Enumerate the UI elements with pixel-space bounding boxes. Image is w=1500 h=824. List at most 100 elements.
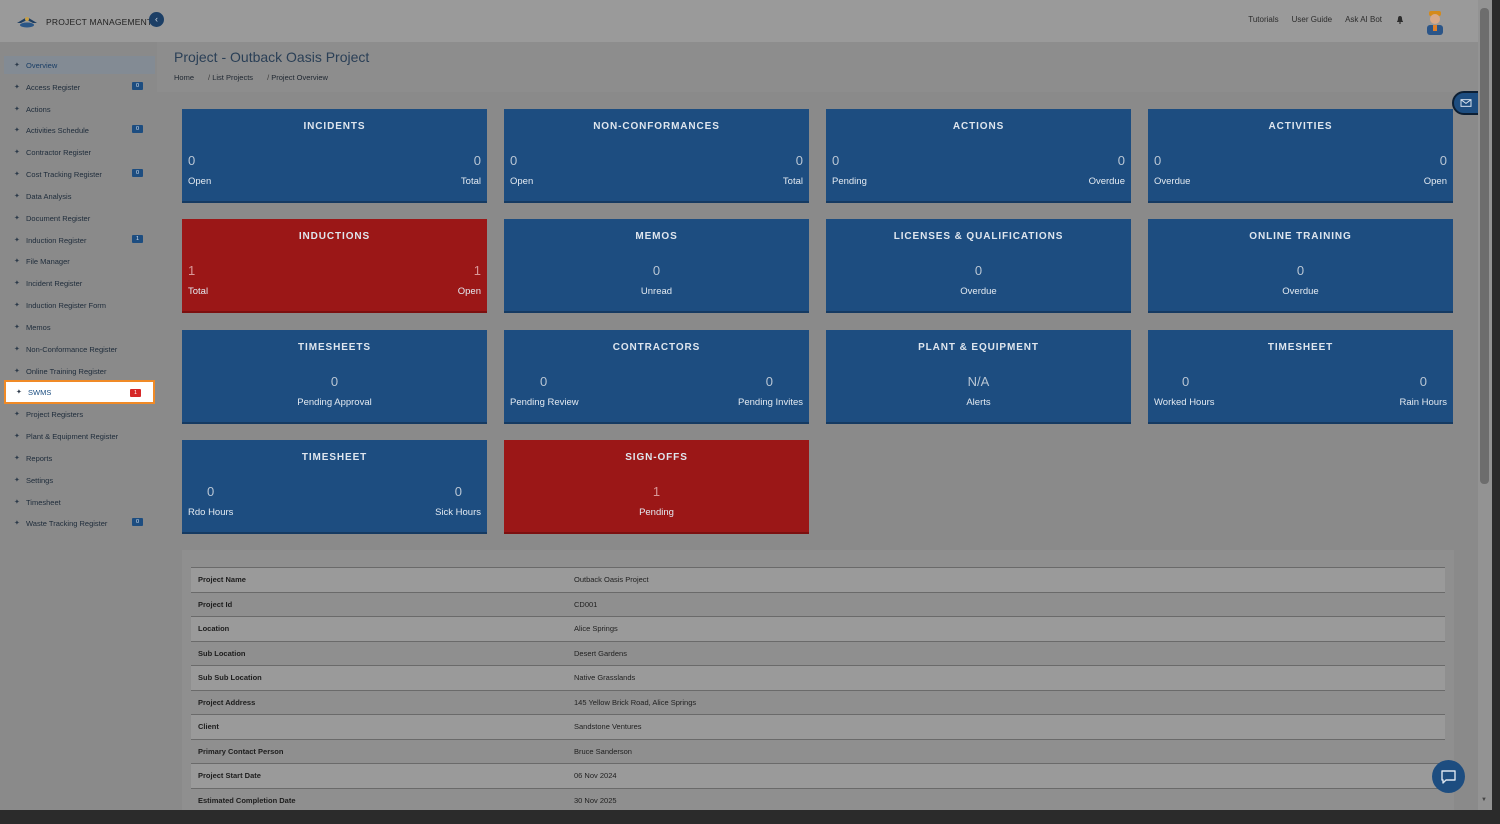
sidebar-item-document-register[interactable]: ✦ Document Register bbox=[4, 209, 155, 227]
ask-ai-bot-link[interactable]: Ask AI Bot bbox=[1345, 15, 1382, 24]
collapse-sidebar-button[interactable]: ‹ bbox=[149, 12, 164, 27]
sidebar-item-plant-equipment-register[interactable]: ✦ Plant & Equipment Register bbox=[4, 427, 155, 445]
sidebar-item-settings[interactable]: ✦ Settings bbox=[4, 471, 155, 489]
timesheet-leave-card[interactable]: TIMESHEET 0 Rdo Hours 0 Sick Hours bbox=[182, 440, 487, 534]
chat-icon[interactable] bbox=[1432, 760, 1465, 793]
sidebar-item-reports[interactable]: ✦ Reports bbox=[4, 449, 155, 467]
info-value: Native Grasslands bbox=[574, 673, 636, 683]
sidebar-item-data-analysis[interactable]: ✦ Data Analysis bbox=[4, 187, 155, 205]
info-key: Sub Location bbox=[198, 648, 246, 658]
breadcrumb-home[interactable]: Home bbox=[174, 73, 195, 82]
actions-card[interactable]: ACTIONS 0 Pending 0 Overdue bbox=[826, 109, 1131, 203]
card-value: 0 bbox=[473, 153, 481, 168]
sidebar-item-memos[interactable]: ✦ Memos bbox=[4, 318, 155, 336]
card-value: 0 bbox=[1182, 374, 1190, 389]
sidebar-item-project-registers[interactable]: ✦ Project Registers bbox=[4, 405, 155, 423]
breadcrumb: Home / List Projects / Project Overview bbox=[174, 73, 328, 82]
sidebar-item-non-conformance-register[interactable]: ✦ Non-Conformance Register bbox=[4, 340, 155, 358]
timesheets-card[interactable]: TIMESHEETS 0 Pending Approval bbox=[182, 330, 487, 424]
scrollbar-thumb[interactable] bbox=[1480, 8, 1489, 484]
card-value: 1 bbox=[652, 484, 661, 499]
sidebar-item-overview[interactable]: ✦ Overview bbox=[4, 56, 155, 74]
pin-icon: ✦ bbox=[14, 106, 20, 113]
card-label: Overdue bbox=[1154, 176, 1191, 187]
card-label: Pending Invites bbox=[738, 397, 803, 408]
table-row: Project Address 145 Yellow Brick Road, Al… bbox=[191, 690, 1445, 715]
table-row: Estimated Completion Date 30 Nov 2025 bbox=[191, 788, 1445, 810]
sidebar-item-access-register[interactable]: ✦ Access Register 0 bbox=[4, 78, 155, 96]
card-label: Overdue bbox=[1088, 176, 1125, 187]
page-header: Project - Outback Oasis Project Home / L… bbox=[157, 42, 1478, 92]
sidebar-item-label: Overview bbox=[26, 60, 58, 70]
sidebar: ✦ Overview ✦ Access Register 0 ✦ Actions ✦ Ac… bbox=[2, 52, 157, 810]
incidents-card[interactable]: INCIDENTS 0 Open 0 Total bbox=[182, 109, 487, 203]
project-info-panel: Project Name Outback Oasis Project Projec… bbox=[182, 550, 1454, 810]
sidebar-item-waste-tracking-register[interactable]: ✦ Waste Tracking Register 0 bbox=[4, 514, 155, 532]
sidebar-item-swms[interactable]: ✦ SWMS 1 bbox=[4, 380, 155, 404]
card-title: ONLINE TRAINING bbox=[1249, 231, 1352, 242]
user-avatar[interactable] bbox=[1424, 9, 1446, 35]
sidebar-item-label: Non-Conformance Register bbox=[26, 344, 118, 354]
timesheet-hours-card[interactable]: TIMESHEET 0 Worked Hours 0 Rain Hours bbox=[1148, 330, 1453, 424]
sidebar-item-label: Induction Register bbox=[26, 235, 87, 245]
pin-icon: ✦ bbox=[14, 193, 20, 200]
online-training-card[interactable]: ONLINE TRAINING 0 Overdue bbox=[1148, 219, 1453, 313]
table-row: Project Start Date 06 Nov 2024 bbox=[191, 763, 1445, 788]
sidebar-item-incident-register[interactable]: ✦ Incident Register bbox=[4, 274, 155, 292]
info-value: Desert Gardens bbox=[574, 648, 627, 658]
table-row: Sub Location Desert Gardens bbox=[191, 641, 1445, 666]
memos-card[interactable]: MEMOS 0 Unread bbox=[504, 219, 809, 313]
sidebar-item-contractor-register[interactable]: ✦ Contractor Register bbox=[4, 143, 155, 161]
pin-icon: ✦ bbox=[14, 280, 20, 287]
card-title: LICENSES & QUALIFICATIONS bbox=[893, 231, 1064, 242]
table-row: Client Sandstone Ventures bbox=[191, 714, 1445, 739]
sidebar-item-label: Activities Schedule bbox=[26, 125, 89, 135]
plant-equipment-card[interactable]: PLANT & EQUIPMENT N/A Alerts bbox=[826, 330, 1131, 424]
pin-icon: ✦ bbox=[14, 346, 20, 353]
sidebar-item-file-manager[interactable]: ✦ File Manager bbox=[4, 252, 155, 270]
mail-icon[interactable] bbox=[1452, 91, 1480, 115]
pin-icon: ✦ bbox=[14, 171, 20, 178]
sidebar-item-actions[interactable]: ✦ Actions bbox=[4, 100, 155, 118]
sidebar-item-label: File Manager bbox=[26, 256, 70, 266]
info-key: Project Name bbox=[198, 575, 246, 585]
sidebar-item-online-training-register[interactable]: ✦ Online Training Register bbox=[4, 362, 155, 380]
card-value: 0 bbox=[1419, 374, 1427, 389]
info-value: 145 Yellow Brick Road, Alice Springs bbox=[574, 697, 697, 707]
contractors-card[interactable]: CONTRACTORS 0 Pending Review 0 Pending I… bbox=[504, 330, 809, 424]
sidebar-item-induction-register-form[interactable]: ✦ Induction Register Form bbox=[4, 296, 155, 314]
pin-icon: ✦ bbox=[14, 258, 20, 265]
card-title: TIMESHEET bbox=[301, 452, 368, 463]
tutorials-link[interactable]: Tutorials bbox=[1248, 15, 1279, 24]
card-value: 1 bbox=[473, 263, 481, 278]
card-label: Pending bbox=[832, 176, 867, 187]
inductions-card[interactable]: INDUCTIONS 1 Total 1 Open bbox=[182, 219, 487, 313]
vertical-scrollbar[interactable]: ▼ bbox=[1478, 0, 1492, 810]
sign-offs-card[interactable]: SIGN-OFFS 1 Pending bbox=[504, 440, 809, 534]
scroll-down-icon[interactable]: ▼ bbox=[1481, 797, 1487, 803]
sidebar-item-cost-tracking-register[interactable]: ✦ Cost Tracking Register 0 bbox=[4, 165, 155, 183]
breadcrumb-list-projects[interactable]: List Projects bbox=[212, 73, 254, 82]
activities-card[interactable]: ACTIVITIES 0 Overdue 0 Open bbox=[1148, 109, 1453, 203]
notification-bell-icon[interactable] bbox=[1396, 15, 1404, 24]
info-value: Outback Oasis Project bbox=[574, 575, 649, 585]
card-value: 0 bbox=[832, 153, 840, 168]
sidebar-item-activities-schedule[interactable]: ✦ Activities Schedule 0 bbox=[4, 121, 155, 139]
info-value: 30 Nov 2025 bbox=[574, 796, 617, 805]
count-badge: 0 bbox=[132, 82, 143, 90]
pin-icon: ✦ bbox=[16, 389, 22, 396]
card-label: Open bbox=[510, 176, 534, 187]
licenses-qualifications-card[interactable]: LICENSES & QUALIFICATIONS 0 Overdue bbox=[826, 219, 1131, 313]
non-conformances-card[interactable]: NON-CONFORMANCES 0 Open 0 Total bbox=[504, 109, 809, 203]
card-label: Total bbox=[782, 176, 803, 187]
count-badge: 0 bbox=[132, 518, 143, 526]
info-key: Project Start Date bbox=[198, 771, 261, 781]
card-label: Rain Hours bbox=[1399, 397, 1447, 408]
user-guide-link[interactable]: User Guide bbox=[1291, 15, 1333, 24]
card-title: SIGN-OFFS bbox=[625, 452, 688, 463]
sidebar-item-induction-register[interactable]: ✦ Induction Register 1 bbox=[4, 231, 155, 249]
card-value: 0 bbox=[330, 374, 339, 389]
sidebar-item-timesheet[interactable]: ✦ Timesheet bbox=[4, 493, 155, 511]
card-label: Total bbox=[460, 176, 481, 187]
card-value: 0 bbox=[1439, 153, 1447, 168]
